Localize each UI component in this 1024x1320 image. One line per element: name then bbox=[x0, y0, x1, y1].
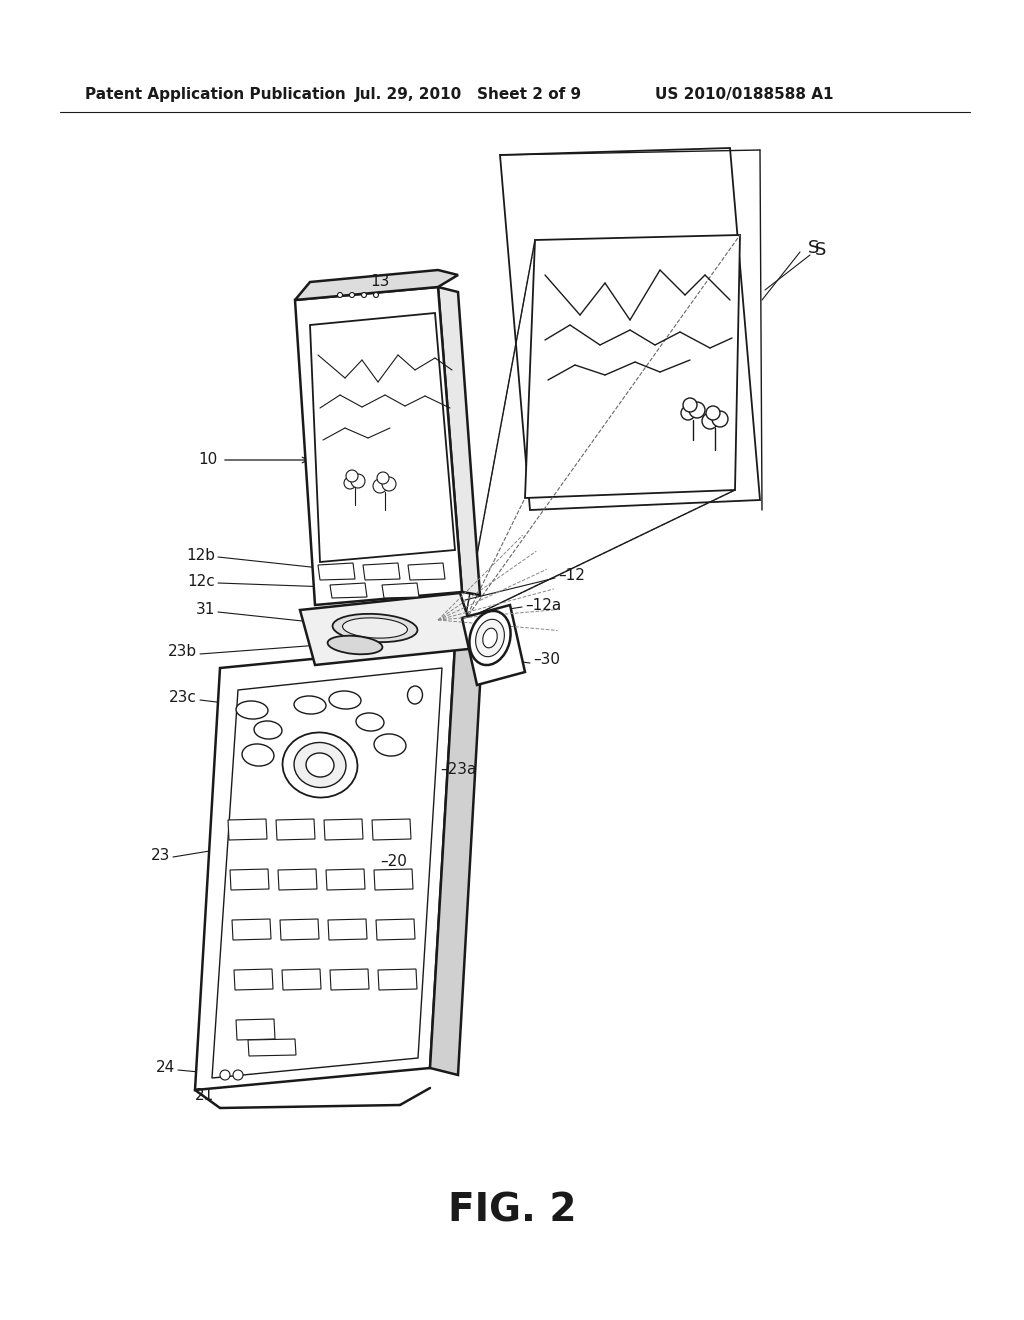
Polygon shape bbox=[408, 564, 445, 579]
Polygon shape bbox=[376, 919, 415, 940]
Text: 10: 10 bbox=[199, 453, 218, 467]
Polygon shape bbox=[248, 1039, 296, 1056]
Circle shape bbox=[382, 477, 396, 491]
Text: Jul. 29, 2010   Sheet 2 of 9: Jul. 29, 2010 Sheet 2 of 9 bbox=[355, 87, 582, 103]
Ellipse shape bbox=[283, 733, 357, 797]
Polygon shape bbox=[276, 818, 315, 840]
Ellipse shape bbox=[294, 696, 326, 714]
Ellipse shape bbox=[469, 611, 511, 665]
Ellipse shape bbox=[482, 628, 498, 648]
Polygon shape bbox=[328, 919, 367, 940]
Ellipse shape bbox=[374, 734, 406, 756]
Ellipse shape bbox=[343, 618, 408, 638]
Text: US 2010/0188588 A1: US 2010/0188588 A1 bbox=[655, 87, 834, 103]
Circle shape bbox=[346, 470, 358, 482]
Polygon shape bbox=[234, 969, 273, 990]
Polygon shape bbox=[324, 818, 362, 840]
Polygon shape bbox=[330, 969, 369, 990]
Polygon shape bbox=[330, 583, 367, 598]
Circle shape bbox=[377, 473, 389, 484]
Circle shape bbox=[338, 293, 342, 297]
Polygon shape bbox=[212, 668, 442, 1078]
Ellipse shape bbox=[356, 713, 384, 731]
Circle shape bbox=[706, 407, 720, 420]
Polygon shape bbox=[195, 645, 455, 1090]
Circle shape bbox=[689, 403, 705, 418]
Ellipse shape bbox=[236, 701, 268, 719]
Polygon shape bbox=[278, 869, 317, 890]
Polygon shape bbox=[462, 605, 525, 685]
Ellipse shape bbox=[329, 690, 361, 709]
Circle shape bbox=[683, 399, 697, 412]
Circle shape bbox=[344, 477, 356, 488]
Text: 31: 31 bbox=[196, 602, 215, 618]
Polygon shape bbox=[282, 969, 321, 990]
Text: –30: –30 bbox=[534, 652, 560, 668]
Text: S: S bbox=[815, 242, 826, 259]
Text: 21: 21 bbox=[195, 1088, 214, 1102]
Circle shape bbox=[351, 474, 365, 488]
Polygon shape bbox=[326, 869, 365, 890]
Polygon shape bbox=[232, 919, 271, 940]
Polygon shape bbox=[525, 235, 740, 498]
Text: 12c: 12c bbox=[187, 574, 215, 590]
Ellipse shape bbox=[306, 752, 334, 777]
Ellipse shape bbox=[254, 721, 282, 739]
Circle shape bbox=[349, 293, 354, 297]
Ellipse shape bbox=[328, 636, 382, 655]
Polygon shape bbox=[318, 564, 355, 579]
Polygon shape bbox=[500, 148, 760, 510]
Polygon shape bbox=[430, 645, 482, 1074]
Text: FIG. 2: FIG. 2 bbox=[447, 1191, 577, 1229]
Text: 23: 23 bbox=[151, 847, 170, 862]
Text: 23b: 23b bbox=[168, 644, 197, 660]
Polygon shape bbox=[362, 564, 400, 579]
Ellipse shape bbox=[475, 619, 505, 657]
Text: 12b: 12b bbox=[186, 548, 215, 562]
Polygon shape bbox=[295, 286, 462, 605]
Text: –12: –12 bbox=[558, 568, 585, 582]
Circle shape bbox=[702, 413, 718, 429]
Circle shape bbox=[374, 293, 379, 297]
Circle shape bbox=[681, 407, 695, 420]
Text: –20: –20 bbox=[380, 854, 407, 870]
Ellipse shape bbox=[333, 614, 418, 642]
Circle shape bbox=[233, 1071, 243, 1080]
Polygon shape bbox=[438, 286, 480, 595]
Polygon shape bbox=[228, 818, 267, 840]
Polygon shape bbox=[372, 818, 411, 840]
Text: Patent Application Publication: Patent Application Publication bbox=[85, 87, 346, 103]
Polygon shape bbox=[310, 313, 455, 562]
Polygon shape bbox=[374, 869, 413, 890]
Polygon shape bbox=[295, 271, 458, 300]
Ellipse shape bbox=[408, 686, 423, 704]
Circle shape bbox=[220, 1071, 230, 1080]
Text: –23a: –23a bbox=[440, 763, 476, 777]
Polygon shape bbox=[236, 1019, 275, 1040]
Text: –12a: –12a bbox=[525, 598, 561, 612]
Text: 23c: 23c bbox=[169, 690, 197, 705]
Polygon shape bbox=[378, 969, 417, 990]
Circle shape bbox=[712, 411, 728, 426]
Ellipse shape bbox=[242, 744, 274, 766]
Polygon shape bbox=[230, 869, 269, 890]
Ellipse shape bbox=[294, 742, 346, 788]
Circle shape bbox=[373, 479, 387, 492]
Text: S: S bbox=[808, 239, 819, 257]
Text: 24: 24 bbox=[156, 1060, 175, 1076]
Polygon shape bbox=[382, 583, 419, 598]
Text: 13: 13 bbox=[370, 275, 389, 289]
Circle shape bbox=[361, 293, 367, 297]
Polygon shape bbox=[280, 919, 319, 940]
Polygon shape bbox=[300, 593, 478, 665]
